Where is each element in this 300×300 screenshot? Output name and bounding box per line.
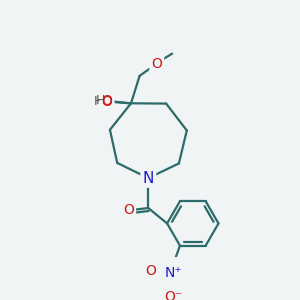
Text: O: O bbox=[101, 94, 112, 108]
Text: H: H bbox=[96, 94, 105, 107]
Text: O: O bbox=[151, 57, 162, 71]
Text: O: O bbox=[102, 94, 112, 109]
Text: N: N bbox=[142, 171, 154, 186]
Text: O⁻: O⁻ bbox=[164, 290, 182, 300]
Text: O: O bbox=[123, 203, 134, 217]
Text: H: H bbox=[94, 95, 103, 108]
Text: O: O bbox=[146, 264, 156, 278]
Text: N⁺: N⁺ bbox=[164, 266, 182, 280]
